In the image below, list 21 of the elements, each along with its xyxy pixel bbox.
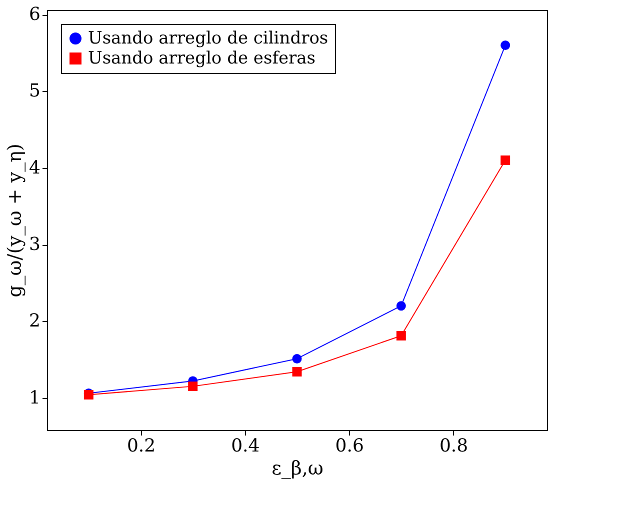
point (292, 367, 302, 376)
y-tick-label: 3 (29, 234, 40, 256)
point (396, 301, 406, 311)
x-axis-title: ε_β,ω (272, 458, 324, 480)
point (500, 155, 510, 165)
legend-label: Usando arreglo de cilindros (88, 28, 328, 48)
point (188, 382, 198, 392)
x-tick-label: 0.4 (231, 436, 260, 456)
legend-label: Usando arreglo de esferas (88, 48, 316, 68)
point (292, 354, 302, 364)
x-tick-label: 0.8 (439, 436, 468, 456)
y-tick-label: 6 (29, 4, 40, 26)
x-tick-label: 0.6 (335, 436, 364, 456)
point (500, 40, 510, 50)
y-axis-title: g_ω/(y_ω + y_η) (4, 144, 26, 298)
y-tick-label: 4 (29, 157, 40, 178)
point (396, 330, 406, 340)
x-tick-label: 0.2 (126, 436, 156, 456)
y-tick-label: 2 (29, 310, 40, 332)
y-tick-label: 1 (29, 387, 40, 408)
y-tick-label: 5 (29, 80, 40, 102)
